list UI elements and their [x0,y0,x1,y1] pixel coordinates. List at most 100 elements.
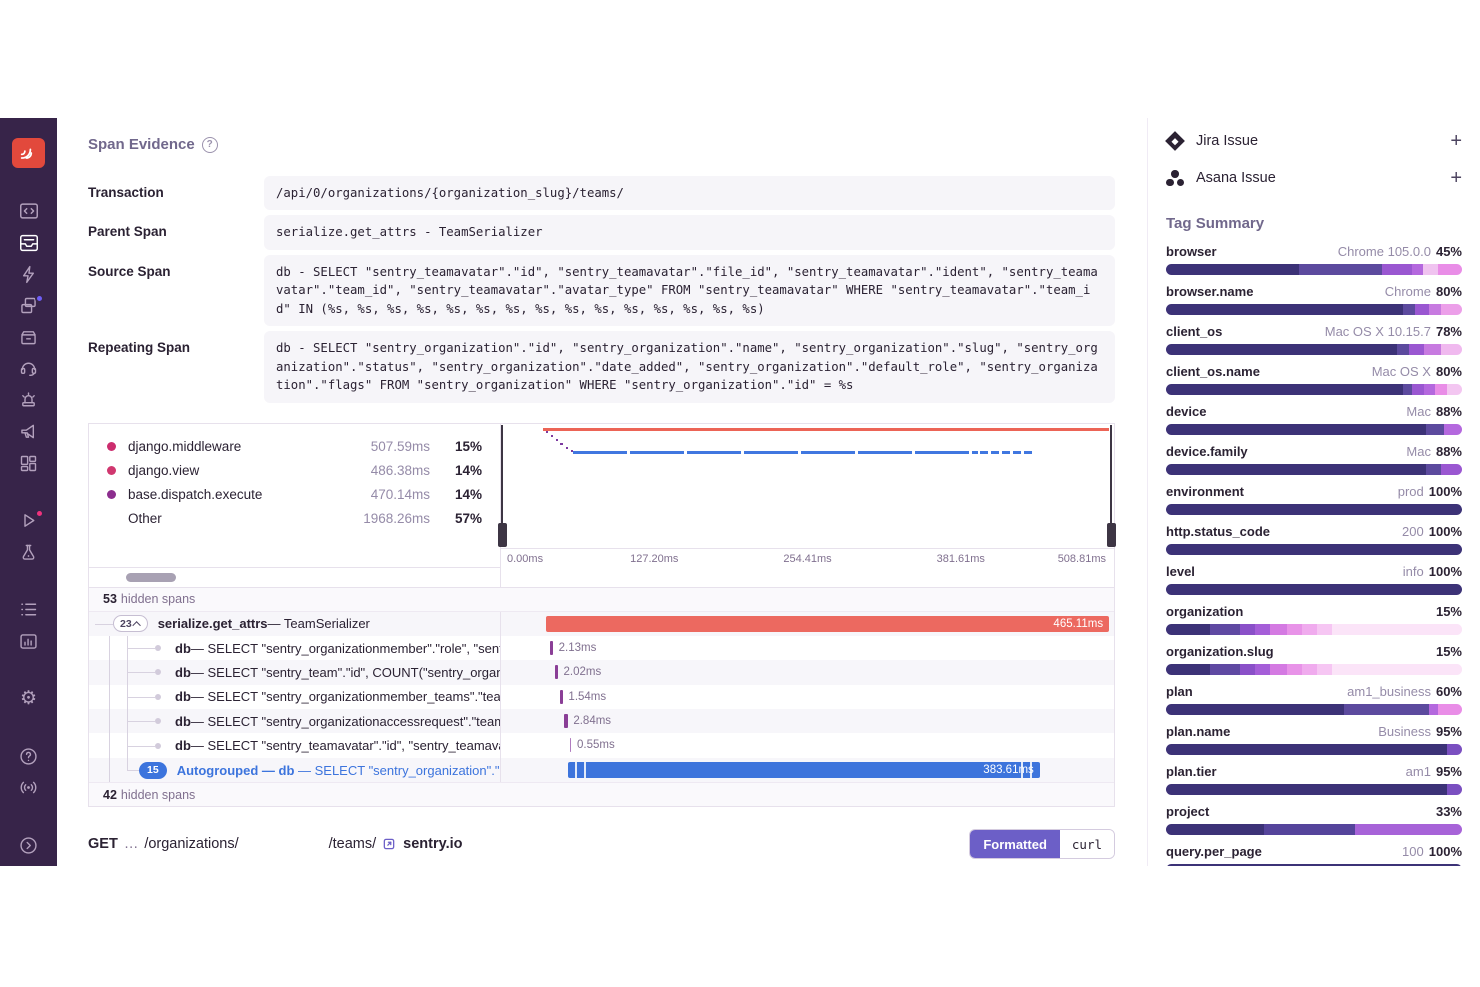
settings-icon[interactable]: ⚙ [17,688,41,710]
tag-distribution-bar[interactable] [1166,464,1462,475]
time-axis-tick: 254.41ms [783,552,832,565]
span-duration-bar[interactable]: 383.61ms [567,761,1040,778]
request-host-link[interactable]: sentry.io [403,836,463,853]
performance-icon[interactable] [17,264,41,286]
span-count-badge[interactable]: 23 [113,615,148,633]
transaction-value: /api/0/organizations/{organization_slug}… [264,176,1115,211]
formatted-button[interactable]: Formatted [970,830,1060,859]
tag-distribution-bar[interactable] [1166,264,1462,275]
density-dot [555,438,559,441]
tag-distribution-bar[interactable] [1166,824,1462,835]
tag-distribution-bar[interactable] [1166,784,1462,795]
span-description: db — SELECT "sentry_team"."id", COUNT("s… [89,660,501,685]
collapse-icon[interactable] [17,835,41,857]
tag-top-value: 100 [1402,844,1424,859]
span-description: db — SELECT "sentry_organizationmember".… [89,635,501,661]
feedback-icon[interactable] [17,421,41,443]
span-row-db[interactable]: db — SELECT "sentry_organizationaccessre… [89,709,1114,734]
tag-top-value: am1_business [1347,684,1431,699]
add-asana-issue-button[interactable]: + [1450,167,1462,189]
density-line-blue-tail [980,450,1033,454]
tag-percent: 88% [1435,444,1462,459]
tag-distribution-bar[interactable] [1166,384,1462,395]
tag-bar-segment [1438,704,1462,715]
span-op: db [175,664,191,680]
span-evidence-title: Span Evidence ? [88,136,1115,153]
tag-distribution-bar[interactable] [1166,744,1462,755]
scrollbar-thumb[interactable] [126,572,176,582]
broadcast-icon[interactable] [17,777,41,799]
autogroup-count-badge[interactable]: 15 [139,761,167,779]
span-duration-tick[interactable] [554,665,558,680]
span-row-autogrouped[interactable]: 15 Autogrouped — db — SELECT "sentry_org… [89,757,1114,783]
curl-button[interactable]: curl [1059,830,1114,859]
span-op: serialize.get_attrs [157,616,268,632]
tree-guide [109,635,110,661]
tag-key: plan.name [1166,724,1231,739]
tag-bar-segment [1441,344,1462,355]
tag-distribution-bar[interactable] [1166,544,1462,555]
tag-distribution-bar[interactable] [1166,704,1462,715]
tree-guide [95,623,113,625]
legend-row-other[interactable]: Other 1968.26ms 57% [107,507,482,531]
add-jira-issue-button[interactable]: + [1450,130,1462,152]
tag-bar-segment [1166,664,1211,675]
tag-bar-segment [1239,624,1255,635]
span-row-group[interactable]: 23 serialize.get_attrs — TeamSerializer … [89,611,1114,636]
span-count: 23 [120,617,132,630]
projects-icon[interactable] [17,200,41,222]
span-duration-tick[interactable] [550,640,554,655]
span-row-db[interactable]: db — SELECT "sentry_teamavatar"."id", "s… [89,733,1114,758]
legend-row-django-middleware[interactable]: django.middleware 507.59ms 15% [107,435,482,459]
experiments-icon[interactable] [17,542,41,564]
help-question-icon[interactable]: ? [201,136,218,153]
span-duration-bar[interactable]: 465.11ms [546,615,1110,632]
span-row-db[interactable]: db — SELECT "sentry_organizationmember_t… [89,684,1114,710]
help-icon[interactable] [17,746,41,768]
span-row-db[interactable]: db — SELECT "sentry_organizationmember".… [89,635,1114,661]
tag-bar-segment [1423,344,1442,355]
tag-distribution-bar[interactable] [1166,864,1462,866]
bar-gap [574,761,577,778]
span-description: db — SELECT "sentry_organizationmember_t… [89,684,501,710]
hidden-spans-bottom[interactable]: 42 hidden spans [89,782,1114,807]
tag-distribution-bar[interactable] [1166,624,1462,635]
span-row-db[interactable]: db — SELECT "sentry_team"."id", COUNT("s… [89,660,1114,685]
tag-distribution-bar[interactable] [1166,584,1462,595]
span-duration-tick[interactable] [560,689,564,704]
hidden-spans-top[interactable]: 53 hidden spans [89,587,1114,612]
external-link-icon[interactable] [382,837,396,851]
stats-icon[interactable] [17,631,41,653]
dashboards-icon[interactable] [17,453,41,475]
profiling-icon[interactable] [17,358,41,380]
tag-distribution-bar[interactable] [1166,504,1462,515]
span-duration-tick[interactable] [564,714,568,729]
issues-icon[interactable] [17,232,41,254]
tag-distribution-bar[interactable] [1166,424,1462,435]
operation-duration: 486.38ms [370,463,430,478]
operation-percent: 57% [454,511,482,526]
replays-notification-dot [34,294,44,304]
tag-bar-segment [1166,264,1300,275]
legend-row-django-view[interactable]: django.view 486.38ms 14% [107,459,482,483]
sentry-logo[interactable] [12,138,45,168]
alerts-icon[interactable] [17,390,41,412]
discover-icon[interactable] [17,327,41,349]
minimap-right-handle[interactable] [1106,424,1116,547]
span-duration-tick[interactable] [569,738,572,753]
replays-icon[interactable] [17,294,44,317]
tag-distribution-bar[interactable] [1166,344,1462,355]
legend-row-base-dispatch-execute[interactable]: base.dispatch.execute 470.14ms 14% [107,483,482,507]
minimap-left-handle[interactable] [497,424,507,547]
activity-icon[interactable] [17,599,41,621]
releases-icon[interactable] [17,509,44,532]
tag-key: query.per_page [1166,844,1262,859]
tree-guide [109,757,110,783]
tag-distribution-bar[interactable] [1166,304,1462,315]
operation-name: django.middleware [128,439,242,454]
tag-top-value: Mac [1406,404,1431,419]
tag-row: client_os Mac OS X 10.15.7 78% [1166,324,1462,355]
tag-distribution-bar[interactable] [1166,664,1462,675]
span-density-chart[interactable] [497,424,1116,548]
span-evidence-page: ⚙ Span Evidence ? Transaction /api/0/org… [0,118,1480,866]
